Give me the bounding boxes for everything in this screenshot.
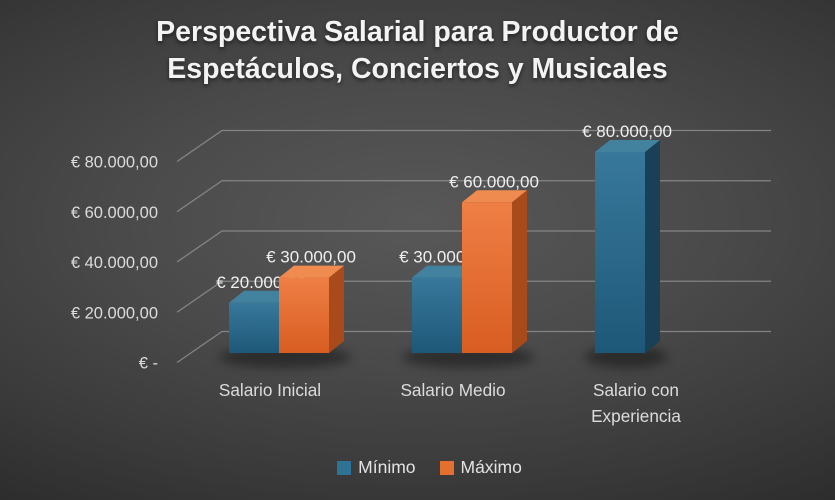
gridline-60000 [176,180,771,213]
bar-side-face [645,140,660,353]
gridline-80000 [176,129,771,163]
category-label-salario-medio-line-1: Salario Medio [400,380,505,400]
bar-maximo-salario-medio [462,190,527,353]
bar-top-face [229,290,294,303]
y-tick-label-40000: € 40.000,00 [71,254,158,272]
legend-swatch-minimo [337,460,352,475]
bar-front-face [412,277,462,353]
chart-title-line-1: Perspectiva Salarial para Productor de [156,16,679,48]
value-label-maximo-salario-inicial: € 30.000,00 [266,248,356,267]
legend-label-minimo: Mínimo [358,457,416,477]
y-tick-label-80000: € 80.000,00 [71,154,158,172]
gridline-20000 [176,280,771,313]
legend-label-maximo: Máximo [460,457,522,477]
bar-top-face [595,140,660,152]
bar-front-face [595,152,645,353]
legend: Mínimo Máximo [12,457,835,478]
bar-front-face [462,202,512,353]
chart-title: Perspectiva Salarial para Productor de E… [0,14,835,88]
bar-front-face [279,277,329,353]
y-tick-label-60000: € 60.000,00 [71,204,158,222]
y-tick-label-20000: € 20.000,00 [71,304,158,322]
legend-swatch-maximo [439,460,454,475]
bar-top-face [279,265,344,278]
bar-top-face [412,265,477,278]
y-tick-label-0: € - [139,355,158,373]
legend-item-maximo: Máximo [439,457,522,478]
category-label-salario-inicial-line-1: Salario Inicial [219,380,321,400]
chart-title-line-2: Espetáculos, Conciertos y Musicales [167,53,668,85]
category-label-salario-con-experiencia-line-2: Experiencia [591,406,681,426]
bar-top-face [462,190,527,203]
gridline-0 [176,330,771,364]
value-label-maximo-salario-medio: € 60.000,00 [449,172,539,191]
bar-side-face [512,190,527,353]
legend-item-minimo: Mínimo [337,457,416,478]
category-label-salario-con-experiencia-line-1: Salario con [593,380,679,400]
bar-minimo-salario-con-experiencia [595,140,660,353]
gridline-40000 [176,230,771,263]
value-label-minimo-salario-con-experiencia: € 80.000,00 [582,122,672,141]
bar-maximo-salario-inicial [279,265,344,353]
bar-front-face [229,302,279,353]
bar-side-face [329,265,344,353]
